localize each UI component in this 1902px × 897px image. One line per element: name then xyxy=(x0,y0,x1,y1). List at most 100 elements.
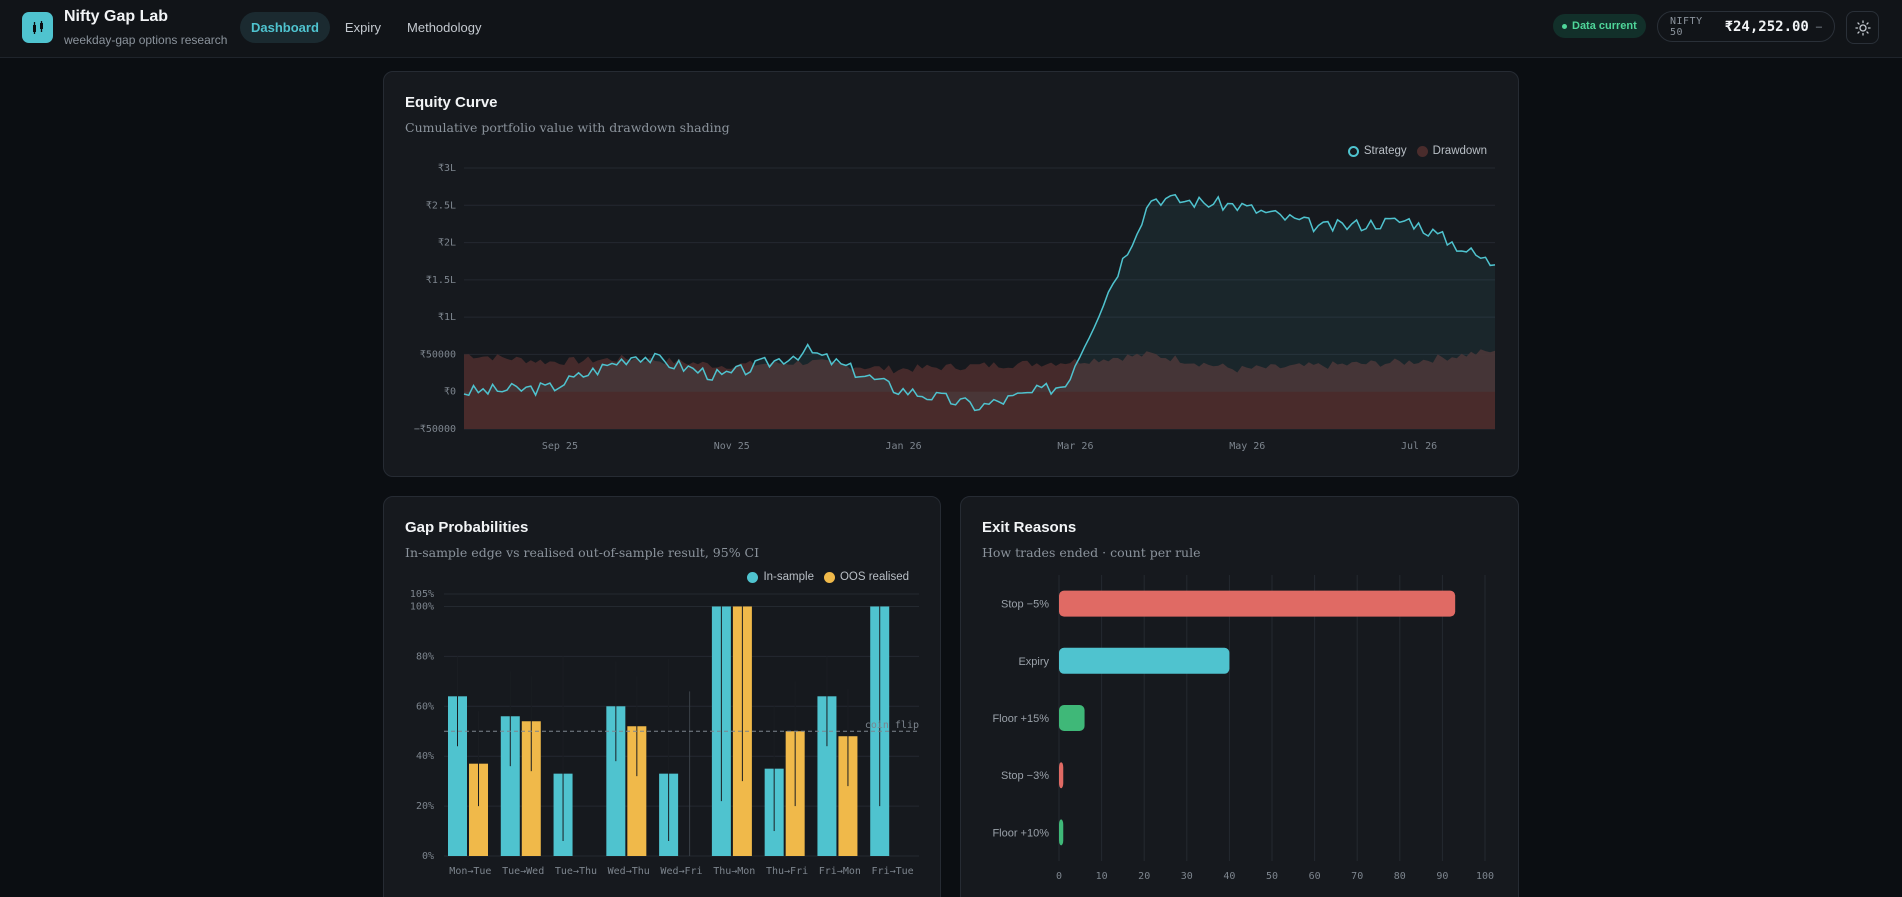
status-text: Data current xyxy=(1572,20,1637,32)
exit-bar xyxy=(1059,819,1064,846)
equity-y-tick: ₹1L xyxy=(438,312,456,323)
exit-x-tick: 80 xyxy=(1394,871,1406,882)
ticker-change: – xyxy=(1815,20,1822,33)
in-sample-bar xyxy=(606,706,626,856)
theme-toggle-button[interactable] xyxy=(1846,11,1879,44)
exit-x-tick: 90 xyxy=(1436,871,1448,882)
nav-dashboard[interactable]: Dashboard xyxy=(240,12,330,43)
exit-category-label: Stop −5% xyxy=(1001,599,1049,611)
exit-category-label: Stop −3% xyxy=(1001,770,1049,782)
equity-y-tick: ₹1.5L xyxy=(426,275,456,286)
exit-category-label: Expiry xyxy=(1018,656,1049,668)
legend-in-sample-swatch xyxy=(747,571,759,583)
exit-reasons-card: Exit Reasons How trades ended · count pe… xyxy=(960,496,1519,897)
equity-x-tick: Sep 25 xyxy=(542,441,578,452)
exit-x-tick: 20 xyxy=(1138,871,1150,882)
gap-x-tick: Tue→Wed xyxy=(502,866,544,877)
in-sample-bar xyxy=(500,716,520,856)
equity-y-tick: ₹2L xyxy=(438,238,456,249)
equity-x-tick: May 26 xyxy=(1229,441,1265,452)
strategy-line xyxy=(463,193,1496,412)
equity-y-tick: −₹50000 xyxy=(414,424,456,435)
exit-x-tick: 100 xyxy=(1476,871,1494,882)
exit-x-tick: 30 xyxy=(1181,871,1193,882)
legend-strategy[interactable]: Strategy xyxy=(1347,145,1407,157)
gap-x-tick: Wed→Fri xyxy=(660,866,702,877)
equity-subtitle: Cumulative portfolio value with drawdown… xyxy=(405,120,730,135)
main-nav: Dashboard Expiry Methodology xyxy=(240,12,492,43)
nav-methodology[interactable]: Methodology xyxy=(407,20,482,35)
exit-x-tick: 40 xyxy=(1223,871,1235,882)
legend-drawdown[interactable]: Drawdown xyxy=(1416,145,1487,157)
brand-title: Nifty Gap Lab xyxy=(64,8,169,25)
gap-subtitle: In-sample edge vs realised out-of-sample… xyxy=(405,545,760,560)
gap-y-tick: 40% xyxy=(416,751,434,762)
brand-subtitle: weekday-gap options research xyxy=(64,33,228,47)
equity-title: Equity Curve xyxy=(405,94,498,111)
exit-bar xyxy=(1059,590,1456,617)
exit-bar xyxy=(1059,705,1085,731)
equity-legend: Strategy Drawdown xyxy=(1347,145,1487,157)
oos-bar xyxy=(469,763,488,856)
gap-y-tick: 80% xyxy=(416,651,434,662)
exit-x-tick: 70 xyxy=(1351,871,1363,882)
exit-x-tick: 10 xyxy=(1096,871,1108,882)
equity-chart[interactable]: ₹3L ₹2.5L ₹2L ₹1.5L ₹1L ₹50000 ₹0 −₹50000 Sep 25… xyxy=(384,72,1520,478)
in-sample-bar xyxy=(817,696,837,856)
exit-bar xyxy=(1059,647,1230,674)
gap-probabilities-card: Gap Probabilities In-sample edge vs real… xyxy=(383,496,941,897)
gap-y-tick: 20% xyxy=(416,801,434,812)
legend-strategy-swatch xyxy=(1347,145,1359,157)
exit-x-tick: 50 xyxy=(1266,871,1278,882)
gap-title: Gap Probabilities xyxy=(405,519,529,536)
gap-x-tick: Thu→Fri xyxy=(766,866,808,877)
strategy-area xyxy=(464,194,1495,411)
equity-x-tick: Jan 26 xyxy=(886,441,922,452)
legend-oos-swatch xyxy=(823,571,835,583)
exit-category-label: Floor +10% xyxy=(992,827,1049,839)
nav-expiry[interactable]: Expiry xyxy=(344,20,382,35)
equity-x-tick: Mar 26 xyxy=(1057,441,1093,452)
gap-chart[interactable]: 105%100% 80% 60% 40% 20% 0% Mon→Tue Tue→Wed Tue→… xyxy=(384,497,942,897)
gap-x-tick: Tue→Thu xyxy=(555,866,597,877)
gap-x-tick: Fri→Tue xyxy=(872,866,914,877)
gap-x-tick: Wed→Thu xyxy=(608,866,650,877)
oos-bar xyxy=(838,736,858,856)
exit-chart[interactable]: 0 10 20 30 40 50 60 70 80 90 100 Stop −5% Expiry Floo… xyxy=(961,497,1520,897)
status-dot-icon xyxy=(1562,23,1567,29)
exit-category-label: Floor +15% xyxy=(992,713,1049,725)
legend-in-sample[interactable]: In-sample xyxy=(747,571,814,583)
nifty-ticker: NIFTY 50 ₹24,252.00 – xyxy=(1657,11,1835,42)
exit-subtitle: How trades ended · count per rule xyxy=(982,545,1201,560)
logo-icon[interactable] xyxy=(22,12,53,43)
legend-oos[interactable]: OOS realised xyxy=(823,571,909,583)
gap-y-tick: 100% xyxy=(410,601,434,612)
legend-drawdown-swatch xyxy=(1416,145,1428,157)
status-badge: Data current xyxy=(1553,14,1646,38)
equity-y-tick: ₹0 xyxy=(444,387,456,398)
equity-curve-card: Equity Curve Cumulative portfolio value … xyxy=(383,71,1519,477)
top-bar: Nifty Gap Lab weekday-gap options resear… xyxy=(0,0,1902,58)
equity-y-tick: ₹3L xyxy=(438,163,456,174)
in-sample-bar xyxy=(448,696,467,856)
gap-x-tick: Thu→Mon xyxy=(713,866,755,877)
exit-x-tick: 0 xyxy=(1056,871,1062,882)
exit-title: Exit Reasons xyxy=(982,519,1077,536)
gap-x-tick: Fri→Mon xyxy=(819,866,861,877)
exit-x-tick: 60 xyxy=(1309,871,1321,882)
coin-flip-label: coin flip xyxy=(865,720,919,731)
gap-x-tick: Mon→Tue xyxy=(449,866,491,877)
sun-icon xyxy=(1854,19,1871,36)
equity-x-tick: Nov 25 xyxy=(714,441,750,452)
equity-x-tick: Jul 26 xyxy=(1401,441,1437,452)
exit-bar xyxy=(1059,762,1064,789)
gap-y-tick: 60% xyxy=(416,701,434,712)
oos-bar xyxy=(627,726,647,856)
gap-y-tick: 0% xyxy=(422,851,434,862)
ticker-label: NIFTY 50 xyxy=(1670,15,1703,38)
equity-y-tick: ₹50000 xyxy=(420,349,456,360)
ticker-value: ₹24,252.00 xyxy=(1724,18,1809,35)
oos-bar xyxy=(521,721,541,856)
gap-legend: In-sample OOS realised xyxy=(747,571,909,583)
gap-y-tick: 105% xyxy=(410,589,434,600)
